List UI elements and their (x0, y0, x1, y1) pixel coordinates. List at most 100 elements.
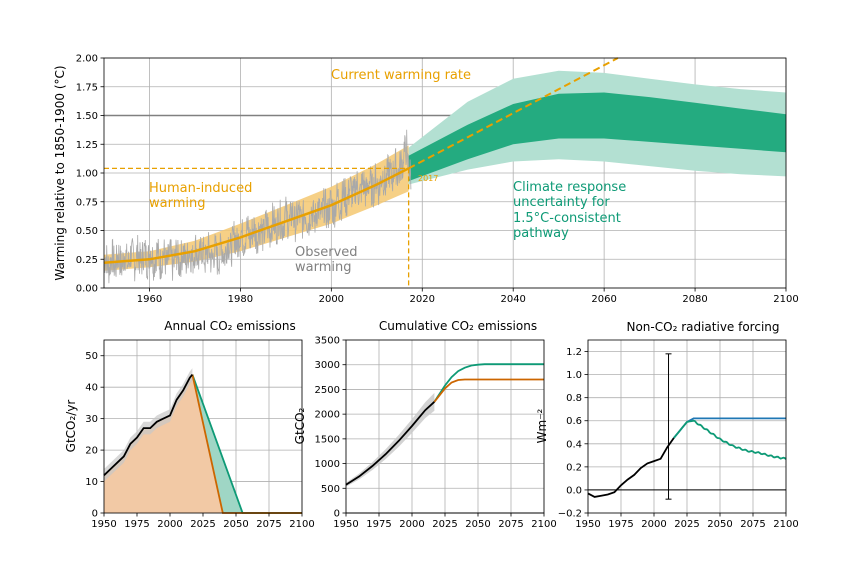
annual-co2-ytick-label: 0 (92, 509, 98, 520)
climate-response-dark-band (408, 92, 786, 182)
main-xtick-label: 2000 (319, 294, 344, 305)
main-ytick-label: 0.75 (76, 197, 98, 208)
non-co2-xtick-label: 2025 (674, 519, 699, 530)
main-warming-chart: 1960 1980 2000 2020 2040 2060 2080 2100 0.00 0.25… (53, 54, 799, 306)
annual-co2-xtick-label: 2050 (223, 519, 248, 530)
non-co2-gridlines (587, 340, 787, 514)
main-ytick-label: 1.25 (76, 140, 98, 151)
cumulative-co2-ytick-label: 1500 (315, 434, 340, 445)
main-xtick-label: 2020 (410, 294, 435, 305)
non-co2-xtick-label: 2100 (773, 519, 798, 530)
annual-co2-y-label: GtCO₂/yr (64, 400, 78, 453)
annual-co2-historical-area (104, 374, 223, 513)
annotation-climate-response-line3: 1.5°C-consistent (513, 211, 621, 226)
cumulative-co2-xtick-label: 2000 (399, 519, 424, 530)
non-co2-historical-line (587, 437, 675, 498)
annual-co2-tick-labels: 1950 1975 2000 2025 2050 2075 2100 0 10 20 30 40 50 (85, 351, 314, 530)
cumulative-co2-xtick-label: 1950 (333, 519, 358, 530)
annotation-human-induced-line1: Human-induced (149, 181, 252, 196)
annotation-observed-line1: Observed (295, 245, 358, 260)
cumulative-co2-tick-labels: 1950 1975 2000 2025 2050 2075 2100 0 500 1000 1500… (315, 336, 557, 531)
annotation-climate-response-line2: uncertainty for (513, 195, 610, 210)
cumulative-co2-fast-decline-line (433, 378, 544, 403)
annotation-climate-response-line4: pathway (513, 226, 569, 241)
annotation-human-induced-line2: warming (149, 196, 205, 211)
observed-warming-line (103, 129, 412, 284)
cumulative-co2-y-label: GtCO₂ (293, 407, 307, 444)
annual-co2-historical-line (103, 374, 194, 476)
cumulative-co2-xtick-label: 2050 (465, 519, 490, 530)
annual-co2-xtick-label: 1950 (91, 519, 116, 530)
main-ytick-label: 1.00 (76, 169, 98, 180)
non-co2-xtick-label: 2075 (740, 519, 765, 530)
non-co2-xtick-label: 1950 (575, 519, 600, 530)
cumulative-co2-ytick-label: 3500 (315, 336, 340, 347)
main-ytick-label: 1.50 (76, 111, 98, 122)
annotation-year-2017: 2017 (418, 174, 438, 183)
main-xtick-label: 1960 (137, 294, 162, 305)
non-co2-xtick-label: 2000 (641, 519, 666, 530)
non-co2-title: Non-CO₂ radiative forcing (626, 320, 779, 334)
non-co2-ytick-label: 0.2 (566, 462, 582, 473)
non-co2-ytick-label: 0.4 (566, 439, 582, 450)
non-co2-ytick-label: 0.0 (566, 485, 582, 496)
current-warming-rate-line (408, 57, 619, 170)
cumulative-co2-xtick-label: 1975 (366, 519, 391, 530)
annual-co2-chart: 1950 1975 2000 2025 2050 2075 210001020304050 … (64, 319, 315, 530)
cumulative-co2-uncertainty-band (346, 392, 435, 487)
cumulative-co2-ytick-label: 2500 (315, 385, 340, 396)
non-co2-xtick-label: 2050 (707, 519, 732, 530)
annual-co2-xtick-label: 2000 (157, 519, 182, 530)
main-xtick-label: 2080 (682, 294, 707, 305)
cumulative-co2-ytick-label: 500 (321, 484, 340, 495)
main-ytick-label: 1.75 (76, 82, 98, 93)
cumulative-co2-xtick-label: 2075 (498, 519, 523, 530)
annotation-observed-line2: warming (295, 260, 351, 275)
cumulative-co2-gridlines (345, 339, 545, 514)
non-co2-tick-labels: 1950 1975 2000 2025 2050 2075 2100 −0.2 0.0 0.2 0.… (558, 347, 799, 530)
cumulative-co2-ytick-label: 1000 (315, 459, 340, 470)
human-induced-warming-line (103, 167, 410, 264)
annual-co2-ytick-label: 30 (85, 414, 98, 425)
cumulative-co2-chart: 1950 1975 2000 2025 2050 2075 2100 0 500 1000 1500… (293, 319, 557, 530)
non-co2-xtick-label: 1975 (608, 519, 633, 530)
cumulative-co2-historical-line (345, 401, 436, 486)
annual-co2-ytick-label: 40 (85, 383, 98, 394)
main-ytick-label: 0.25 (76, 255, 98, 266)
cumulative-co2-slow-decline-line (433, 363, 544, 403)
non-co2-ytick-label: 0.6 (566, 416, 582, 427)
non-co2-ytick-label: 1.0 (566, 370, 582, 381)
main-tick-labels: 1960 1980 2000 2020 2040 2060 2080 2100 0.00 0.25… (76, 54, 799, 306)
main-ytick-label: 0.00 (76, 284, 98, 295)
main-xtick-label: 1980 (228, 294, 253, 305)
cumulative-co2-ytick-label: 3000 (315, 360, 340, 371)
non-co2-ytick-label: 0.8 (566, 393, 582, 404)
non-co2-plot-area (587, 353, 787, 500)
annual-co2-ytick-label: 10 (85, 477, 98, 488)
main-xtick-label: 2040 (500, 294, 525, 305)
annual-co2-xtick-label: 1975 (124, 519, 149, 530)
main-y-axis-label: Warming relative to 1850-1900 (°C) (53, 65, 67, 280)
main-xtick-label: 2060 (591, 294, 616, 305)
cumulative-co2-ytick-label: 2000 (315, 410, 340, 421)
annotation-climate-response-line1: Climate response (513, 180, 626, 195)
annual-co2-ytick-label: 20 (85, 446, 98, 457)
main-xtick-label: 2100 (773, 294, 798, 305)
non-co2-ytick-label: 1.2 (566, 347, 582, 358)
non-co2-forcing-chart: 1950 1975 2000 2025 2050 2075 2100 −0.2 0.0 0.2 0.… (535, 320, 799, 530)
non-co2-ytick-label: −0.2 (558, 509, 582, 520)
non-co2-pathway-b-line (673, 419, 787, 460)
main-plot-area (103, 57, 786, 288)
cumulative-co2-xtick-label: 2025 (432, 519, 457, 530)
cumulative-co2-ytick-label: 0 (334, 509, 340, 520)
main-ytick-label: 0.50 (76, 226, 98, 237)
annual-co2-ytick-label: 50 (85, 351, 98, 362)
annual-co2-xtick-label: 2075 (256, 519, 281, 530)
annual-co2-xtick-label: 2025 (190, 519, 215, 530)
cumulative-co2-xtick-label: 2100 (531, 519, 556, 530)
annual-co2-xtick-label: 2100 (289, 519, 314, 530)
non-co2-y-label: Wm⁻² (535, 408, 549, 443)
main-ytick-label: 2.00 (76, 54, 98, 65)
annual-co2-title: Annual CO₂ emissions (164, 319, 295, 333)
